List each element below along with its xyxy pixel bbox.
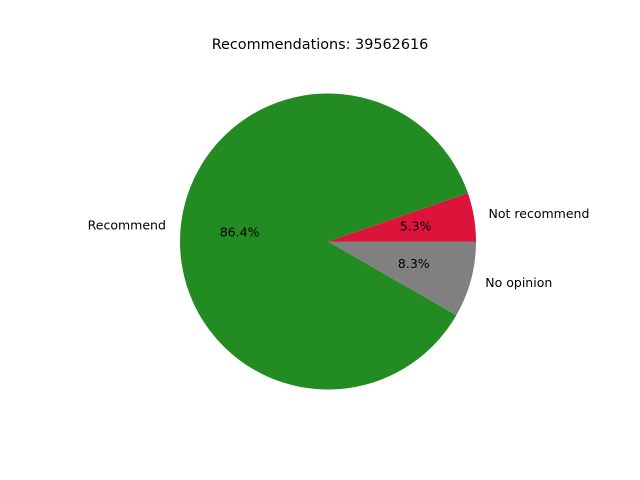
slice-percent-not-recommend: 5.3% <box>400 218 432 233</box>
pie-slice-not-recommend <box>328 193 476 242</box>
slice-percent-no-opinion: 8.3% <box>398 256 430 271</box>
slice-label-not-recommend: Not recommend <box>489 206 590 221</box>
slice-percent-recommend: 86.4% <box>220 225 260 240</box>
slice-label-recommend: Recommend <box>88 218 166 233</box>
pie-slice-recommend <box>179 93 468 390</box>
pie-labels: Not recommend 5.3% Recommend 86.4% No opinio… <box>88 206 590 290</box>
pie-slices <box>179 93 476 390</box>
chart-title: Recommendations: 39562616 <box>212 37 429 53</box>
slice-label-no-opinion: No opinion <box>485 275 552 290</box>
pie-slice-no-opinion <box>328 241 476 316</box>
